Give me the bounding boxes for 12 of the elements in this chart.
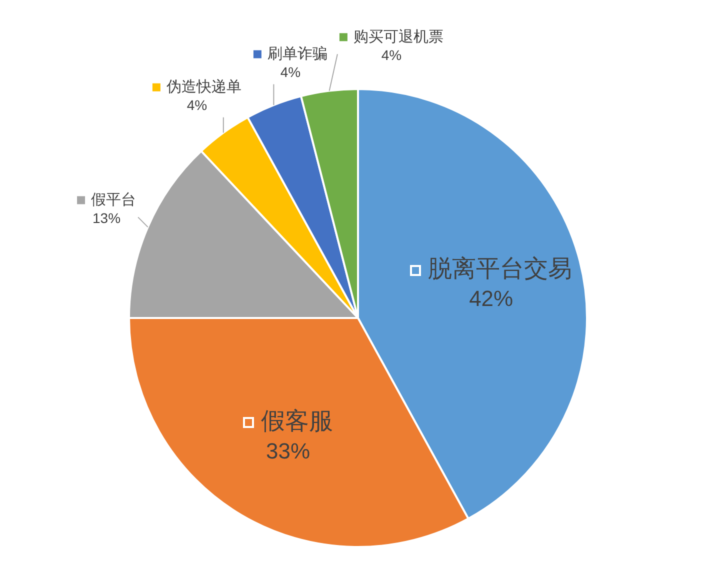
data-label: 42% — [469, 286, 514, 311]
data-label: 4% — [280, 64, 301, 80]
data-label: 33% — [266, 438, 310, 464]
data-label: 4% — [381, 47, 402, 64]
legend-label: 假客服 — [261, 408, 334, 435]
data-label: 13% — [92, 210, 121, 226]
legend-label: 购买可退机票 — [353, 28, 444, 46]
data-label: 4% — [186, 97, 208, 114]
legend-label: 伪造快递单 — [166, 78, 242, 96]
legend-label: 假平台 — [91, 191, 136, 208]
legend-label: 刷单诈骗 — [267, 45, 328, 62]
legend-label: 脱离平台交易 — [428, 255, 572, 282]
